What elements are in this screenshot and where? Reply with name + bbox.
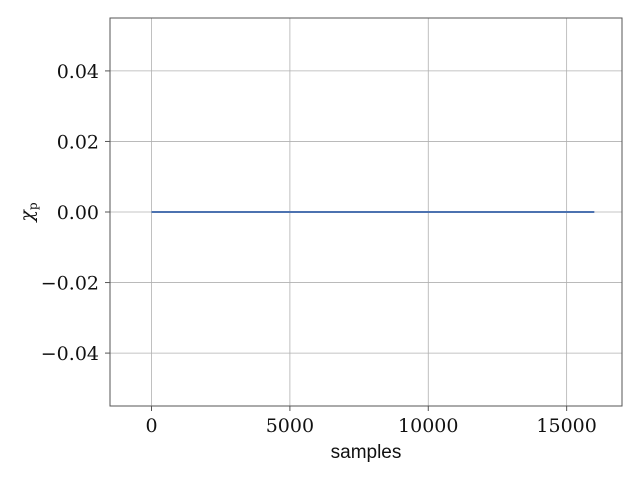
y-tick-label: 0.02 bbox=[57, 131, 99, 153]
x-tick-label: 10000 bbox=[398, 415, 458, 437]
y-axis-label: χp bbox=[16, 202, 40, 224]
y-tick-label: 0.00 bbox=[57, 202, 99, 224]
y-tick-label: 0.04 bbox=[57, 61, 99, 83]
y-axis-label-main: χ bbox=[16, 209, 38, 224]
x-tick-label: 0 bbox=[145, 415, 157, 437]
y-tick-label: −0.02 bbox=[41, 273, 99, 295]
y-tick-label: −0.04 bbox=[41, 343, 99, 365]
x-axis-label: samples bbox=[331, 442, 402, 463]
x-tick-label: 5000 bbox=[266, 415, 314, 437]
y-axis-label-subscript: p bbox=[26, 202, 40, 210]
ticks-layer: 0 5000 10000 15000 0.04 0.02 0.00 −0.02 −0.04 bbox=[41, 61, 597, 437]
x-tick-label: 15000 bbox=[536, 415, 596, 437]
